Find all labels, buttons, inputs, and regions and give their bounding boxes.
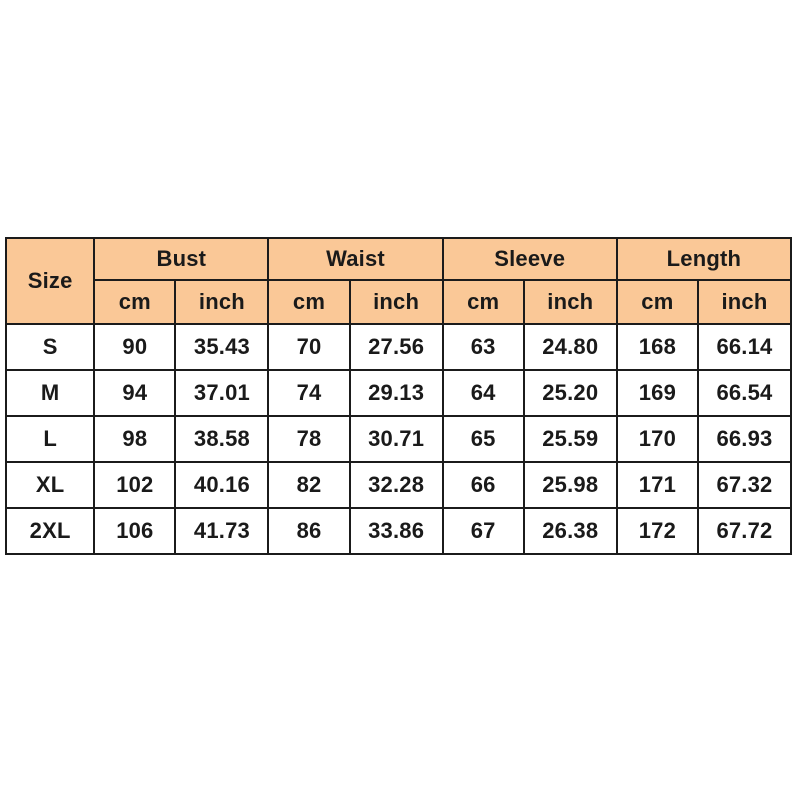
size-label: L: [4, 415, 96, 463]
bust-inch-value: 40.16: [174, 461, 270, 509]
col-group-waist: Waist: [267, 237, 444, 281]
sleeve-inch-value: 26.38: [522, 507, 618, 555]
table-row-m: M 94 37.01 74 29.13 64 25.20 169 66.54: [4, 369, 793, 417]
bust-cm-value: 106: [93, 507, 177, 555]
sleeve-inch-value: 25.20: [522, 369, 618, 417]
sleeve-cm-value: 66: [441, 461, 525, 509]
bust-cm-value: 102: [93, 461, 177, 509]
sleeve-cm-value: 67: [441, 507, 525, 555]
col-subheader-sleeve-cm: cm: [441, 279, 525, 325]
col-group-length: Length: [615, 237, 793, 281]
table-row-2xl: 2XL 106 41.73 86 33.86 67 26.38 172 67.7…: [4, 507, 793, 555]
col-subheader-sleeve-inch: inch: [522, 279, 618, 325]
length-cm-value: 168: [615, 323, 699, 371]
length-cm-value: 172: [615, 507, 699, 555]
table-row-l: L 98 38.58 78 30.71 65 25.59 170 66.93: [4, 415, 793, 463]
size-chart-table: Size Bust Waist Sleeve Length cm inch cm…: [4, 237, 793, 555]
bust-inch-value: 41.73: [174, 507, 270, 555]
bust-cm-value: 98: [93, 415, 177, 463]
waist-cm-value: 78: [267, 415, 351, 463]
length-inch-value: 67.72: [696, 507, 793, 555]
bust-cm-value: 94: [93, 369, 177, 417]
waist-inch-value: 29.13: [348, 369, 444, 417]
waist-cm-value: 86: [267, 507, 351, 555]
bust-cm-value: 90: [93, 323, 177, 371]
length-inch-value: 66.54: [696, 369, 793, 417]
col-group-bust: Bust: [93, 237, 270, 281]
col-subheader-bust-cm: cm: [93, 279, 177, 325]
header-unit-row: cm inch cm inch cm inch cm inch: [6, 279, 793, 325]
waist-inch-value: 33.86: [348, 507, 444, 555]
length-inch-value: 66.14: [696, 323, 793, 371]
col-subheader-waist-cm: cm: [267, 279, 351, 325]
length-inch-value: 67.32: [696, 461, 793, 509]
waist-cm-value: 70: [267, 323, 351, 371]
waist-cm-value: 74: [267, 369, 351, 417]
sleeve-cm-value: 65: [441, 415, 525, 463]
sleeve-inch-value: 24.80: [522, 323, 618, 371]
col-group-sleeve: Sleeve: [441, 237, 618, 281]
size-label: XL: [4, 461, 96, 509]
bust-inch-value: 37.01: [174, 369, 270, 417]
header-group-row: Size Bust Waist Sleeve Length: [4, 237, 793, 325]
table-row-xl: XL 102 40.16 82 32.28 66 25.98 171 67.32: [4, 461, 793, 509]
sleeve-inch-value: 25.59: [522, 415, 618, 463]
length-cm-value: 169: [615, 369, 699, 417]
col-subheader-length-cm: cm: [615, 279, 699, 325]
bust-inch-value: 38.58: [174, 415, 270, 463]
length-cm-value: 171: [615, 461, 699, 509]
waist-inch-value: 30.71: [348, 415, 444, 463]
col-subheader-bust-inch: inch: [174, 279, 270, 325]
sleeve-cm-value: 63: [441, 323, 525, 371]
sleeve-inch-value: 25.98: [522, 461, 618, 509]
length-inch-value: 66.93: [696, 415, 793, 463]
size-label: 2XL: [4, 507, 96, 555]
col-subheader-waist-inch: inch: [348, 279, 444, 325]
size-label: M: [4, 369, 96, 417]
col-header-size: Size: [4, 237, 96, 325]
sleeve-cm-value: 64: [441, 369, 525, 417]
length-cm-value: 170: [615, 415, 699, 463]
table-row-s: S 90 35.43 70 27.56 63 24.80 168 66.14: [4, 323, 793, 371]
waist-inch-value: 32.28: [348, 461, 444, 509]
waist-inch-value: 27.56: [348, 323, 444, 371]
size-label: S: [4, 323, 96, 371]
waist-cm-value: 82: [267, 461, 351, 509]
bust-inch-value: 35.43: [174, 323, 270, 371]
col-subheader-length-inch: inch: [696, 279, 793, 325]
